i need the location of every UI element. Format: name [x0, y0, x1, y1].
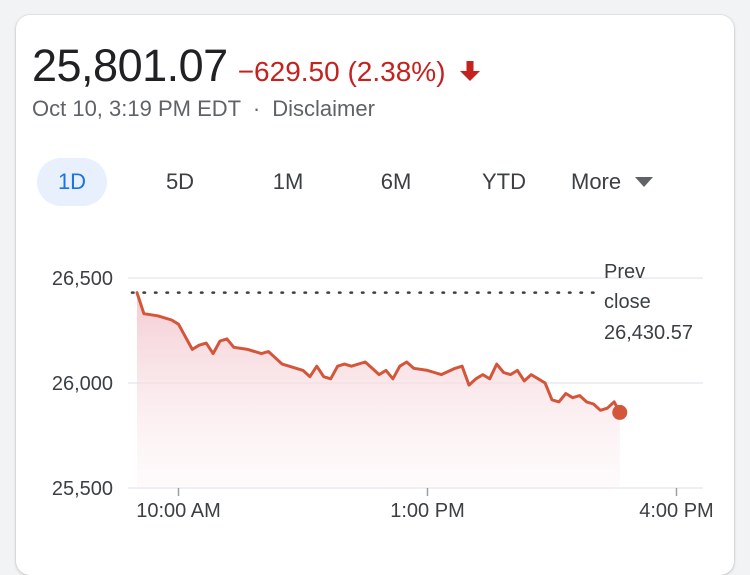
caret-down-icon	[635, 177, 654, 187]
tab-5d[interactable]: 5D	[165, 169, 195, 194]
y-tick-label: 26,000	[52, 373, 113, 395]
current-price: 25,801.07	[32, 40, 228, 91]
prev-close-label: close	[604, 291, 651, 313]
current-point	[612, 404, 628, 420]
y-tick-label: 26,500	[52, 268, 113, 290]
more-ranges-button[interactable]: More	[571, 158, 654, 206]
x-tick-label: 10:00 AM	[136, 500, 221, 522]
x-tick-label: 4:00 PM	[639, 500, 713, 522]
x-tick-label: 1:00 PM	[390, 500, 464, 522]
tab-1d[interactable]: 1D	[37, 158, 107, 206]
more-label: More	[571, 169, 622, 194]
quote-meta: Oct 10, 3:19 PM EDT · Disclaimer	[32, 96, 375, 122]
tab-ytd[interactable]: YTD	[482, 169, 526, 194]
meta-separator: ·	[252, 96, 261, 121]
quote-timestamp: Oct 10, 3:19 PM EDT	[32, 96, 241, 121]
tab-6m[interactable]: 6M	[380, 169, 412, 194]
range-tabs: 1D 5D 1M 6M YTD More	[37, 158, 654, 206]
tab-1m[interactable]: 1M	[272, 169, 304, 194]
y-tick-label: 25,500	[52, 478, 113, 500]
intraday-chart[interactable]: 26,500 26,000 25,500 10:00 AM 1:00 PM 4:00 PM…	[0, 0, 750, 548]
price-change: −629.50 (2.38%)	[237, 56, 446, 87]
disclaimer-link[interactable]: Disclaimer	[272, 96, 375, 121]
arrow-down-icon	[458, 59, 482, 83]
prev-close-value: 26,430.57	[604, 322, 693, 344]
prev-close-label: Prev	[604, 261, 645, 283]
price-header: 25,801.07 −629.50 (2.38%)	[32, 40, 482, 92]
series-area	[137, 292, 620, 488]
series-line	[135, 291, 622, 414]
